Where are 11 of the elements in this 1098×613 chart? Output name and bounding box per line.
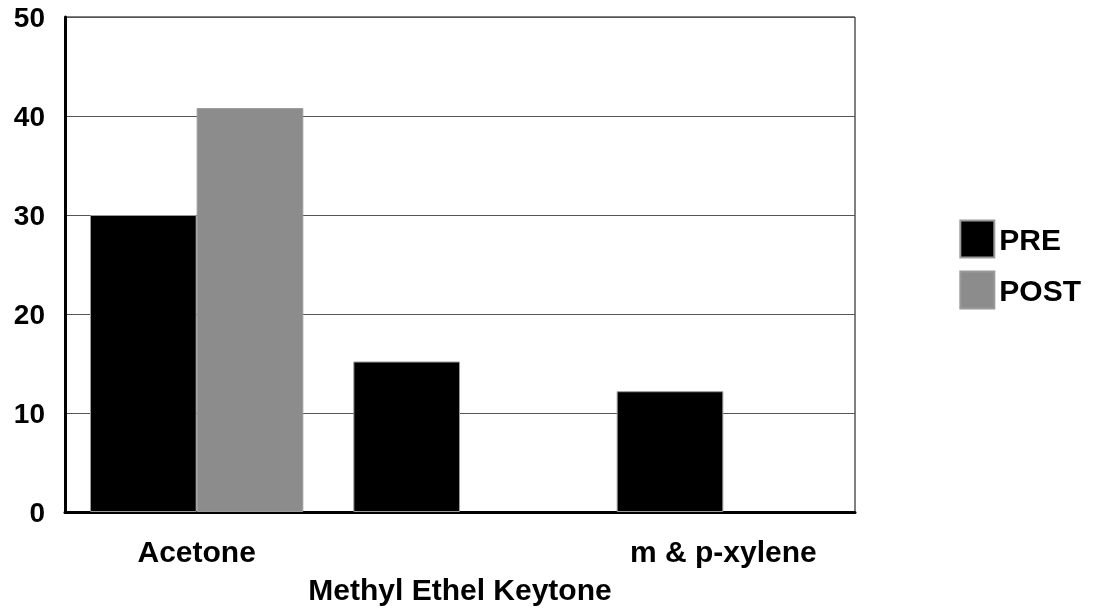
x-tick-label: m & p-xylene [629,534,817,568]
legend-label: PRE [999,222,1062,256]
y-tick-label: 0 [29,496,45,528]
x-tick-label: Acetone [137,534,256,568]
legend-label: POST [999,273,1082,307]
y-tick-label: 50 [13,1,45,33]
y-tick-label: 10 [13,397,45,429]
y-tick-label: 20 [13,298,45,330]
y-tick-label: 40 [13,100,45,132]
x-tick-label: Methyl Ethel Keytone [308,572,612,606]
y-tick-label: 30 [13,199,45,231]
